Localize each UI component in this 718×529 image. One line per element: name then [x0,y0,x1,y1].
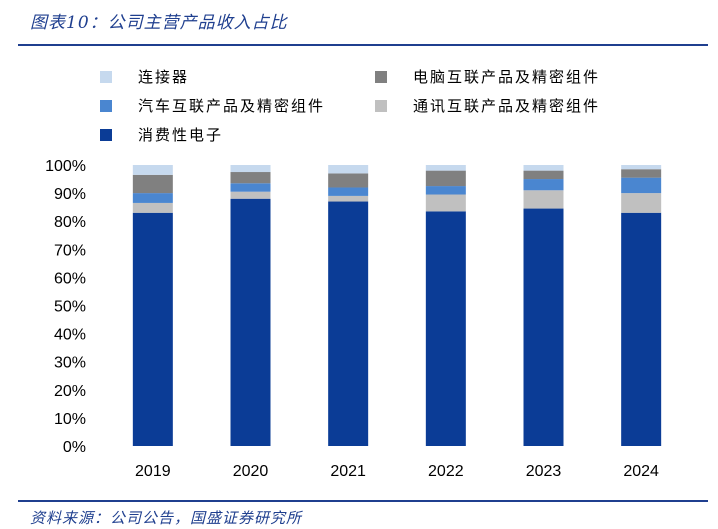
top-divider [18,44,708,46]
y-tick-label: 20% [54,383,86,400]
bar-segment-2021-1 [328,195,369,202]
bar-segment-2024-4 [621,165,662,170]
legend-swatch-consumer [100,128,112,141]
y-tick-label: 70% [54,242,86,259]
bar-segment-2022-3 [425,170,466,187]
y-tick-label: 80% [54,214,86,231]
x-tick-label: 2019 [135,463,171,480]
y-tick-label: 50% [54,299,86,316]
bottom-divider [18,500,708,502]
y-tick-label: 100% [45,158,86,175]
x-tick-label: 2024 [623,463,659,480]
bar-segment-2024-1 [621,193,662,213]
bar-segment-2024-3 [621,169,662,178]
bar-segment-2020-4 [230,165,271,173]
bar-segment-2023-2 [523,179,564,191]
bar-segment-2023-3 [523,170,564,180]
legend-swatch-auto [100,99,112,112]
bar-segment-2022-0 [425,211,466,446]
bar-segment-2019-2 [132,193,173,203]
bar-segment-2024-0 [621,212,662,446]
bar-segment-2024-2 [621,177,662,194]
legend-label-telecom: 通讯互联产品及精密组件 [413,97,601,115]
bar-segment-2021-0 [328,201,369,446]
bar-segment-2020-2 [230,183,271,192]
legend-label-consumer: 消费性电子 [138,126,224,144]
bar-segment-2021-2 [328,187,369,196]
legend-item-connector: 连接器 [100,66,189,87]
bar-segment-2021-3 [328,173,369,188]
bar-segment-2022-2 [425,186,466,195]
legend-item-computer: 电脑互联产品及精密组件 [375,66,600,87]
bar-segment-2020-1 [230,191,271,199]
y-tick-label: 30% [54,355,86,372]
bar-segment-2022-1 [425,194,466,212]
legend-swatch-telecom [375,99,387,112]
legend-label-computer: 电脑互联产品及精密组件 [413,68,601,86]
chart-title: 图表10：公司主营产品收入占比 [30,13,288,33]
bar-segment-2023-4 [523,165,564,171]
bar-segment-2019-4 [132,165,173,175]
y-tick-label: 40% [54,327,86,344]
legend-item-telecom: 通讯互联产品及精密组件 [375,95,600,116]
legend-label-connector: 连接器 [138,68,190,86]
y-tick-label: 60% [54,270,86,287]
legend-item-consumer: 消费性电子 [100,124,223,145]
legend-swatch-connector [100,70,112,83]
bar-segment-2023-1 [523,190,564,209]
bar-segment-2019-1 [132,202,173,213]
legend-swatch-computer [375,70,387,83]
bar-segment-2021-4 [328,165,369,174]
x-tick-label: 2021 [330,463,366,480]
bar-segment-2020-0 [230,198,271,446]
bar-segment-2019-0 [132,212,173,446]
bar-segment-2020-3 [230,172,271,184]
source-note: 资料来源：公司公告，国盛证券研究所 [30,509,303,527]
x-tick-label: 2023 [526,463,562,480]
x-tick-label: 2022 [428,463,464,480]
x-tick-label: 2020 [233,463,269,480]
y-tick-label: 10% [54,411,86,428]
y-tick-label: 90% [54,186,86,203]
legend-item-auto: 汽车互联产品及精密组件 [100,95,325,116]
stacked-bar-chart: 0% 10% 20% 30% 40% 50% 60% 70% 80% 90% 100% 2019 202… [45,158,662,480]
bar-segment-2023-0 [523,208,564,446]
bar-segment-2019-3 [132,174,173,194]
legend-label-auto: 汽车互联产品及精密组件 [138,97,326,115]
bar-segment-2022-4 [425,165,466,171]
y-tick-label: 0% [63,439,86,456]
